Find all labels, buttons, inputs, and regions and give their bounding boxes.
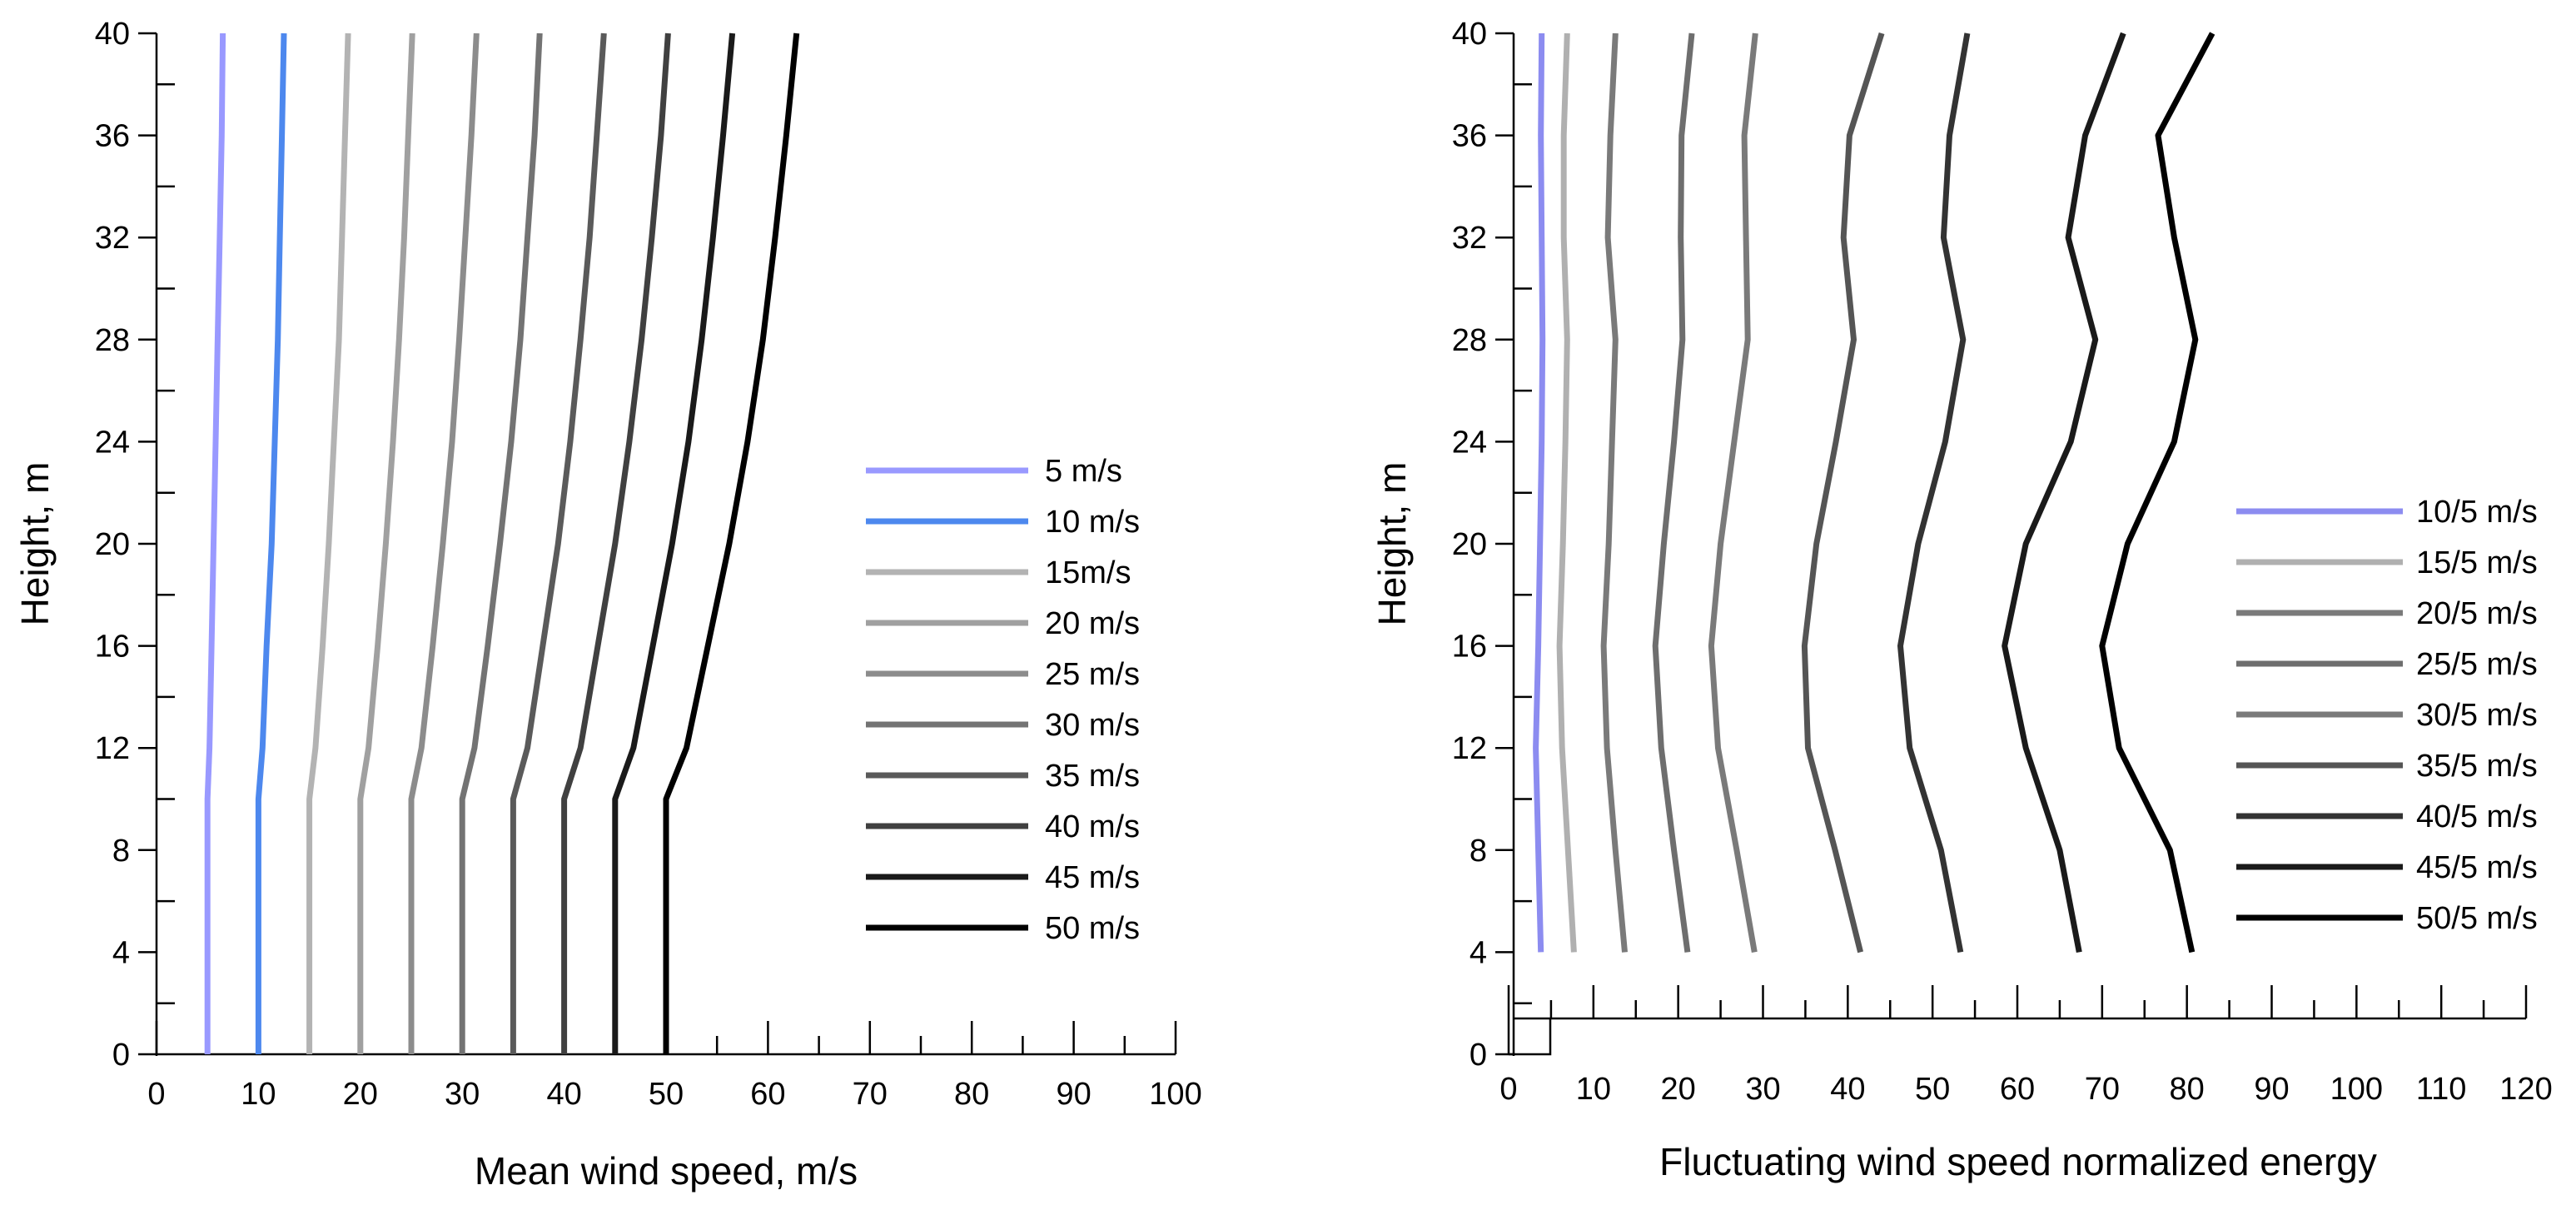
legend-label: 50/5 m/s — [2416, 901, 2538, 936]
legend-label: 35/5 m/s — [2416, 749, 2538, 784]
x-tick-label: 100 — [1149, 1077, 1201, 1112]
x-tick-label: 50 — [649, 1077, 684, 1112]
series-line-2 — [255, 32, 287, 1054]
x-tick-label: 60 — [750, 1077, 785, 1112]
axis-corner-bracket — [1509, 1018, 1552, 1056]
x-tick-label: 40 — [546, 1077, 581, 1112]
series-line-5 — [408, 32, 480, 1054]
series-line-3 — [306, 32, 351, 1054]
series-line-1 — [204, 32, 226, 1054]
legend-label: 20 m/s — [1045, 606, 1140, 641]
y-tick-label: 24 — [95, 425, 130, 460]
y-tick-label: 12 — [1452, 731, 1487, 766]
series-line-9 — [2099, 32, 2215, 954]
y-tick-label: 28 — [95, 323, 130, 358]
series-line-4 — [1652, 32, 1695, 953]
y-tick-label: 4 — [1470, 935, 1487, 970]
left-chart-mean-wind-speed: 0 4 8 12 16 20 24 28 32 36 40 0 10 20 30 40 50 60 70 80 90 10… — [13, 17, 1202, 1193]
legend-label: 35 m/s — [1045, 759, 1140, 794]
legend-label: 25 m/s — [1045, 657, 1140, 692]
y-tick-label: 32 — [1452, 221, 1487, 256]
legend-label: 10/5 m/s — [2416, 495, 2538, 530]
y-tick-label: 0 — [1470, 1038, 1487, 1073]
series-line-7 — [1897, 32, 1971, 954]
x-tick-label: 30 — [1745, 1072, 1780, 1107]
x-tick-label: 50 — [1915, 1072, 1950, 1107]
y-tick-label: 36 — [95, 119, 130, 154]
y-tick-label: 40 — [95, 17, 130, 52]
series-line-8 — [2002, 32, 2126, 954]
y-tick-label: 20 — [95, 527, 130, 562]
y-tick-label: 32 — [95, 221, 130, 256]
series-line-1 — [1533, 32, 1546, 953]
x-tick-label: 80 — [954, 1077, 989, 1112]
x-tick-label: 20 — [343, 1077, 378, 1112]
series-line-7 — [510, 32, 607, 1054]
legend-label: 15m/s — [1045, 555, 1131, 590]
legend-label: 40 m/s — [1045, 809, 1140, 844]
legend-label: 30 m/s — [1045, 708, 1140, 743]
series-line-6 — [459, 32, 543, 1054]
x-tick-label: 90 — [2254, 1072, 2289, 1107]
y-tick-label: 24 — [1452, 425, 1487, 460]
x-tick-label: 30 — [445, 1077, 480, 1112]
series-line-9 — [612, 32, 736, 1054]
y-tick-label: 4 — [112, 935, 130, 970]
x-tick-label: 10 — [241, 1077, 276, 1112]
y-tick-label: 20 — [1452, 527, 1487, 562]
series-line-6 — [1801, 32, 1885, 954]
y-tick-label: 16 — [1452, 630, 1487, 665]
legend-label: 25/5 m/s — [2416, 647, 2538, 682]
x-axis-title: Mean wind speed, m/s — [475, 1149, 858, 1193]
x-tick-label: 70 — [853, 1077, 888, 1112]
series-line-5 — [1708, 32, 1758, 954]
y-tick-label: 12 — [95, 731, 130, 766]
x-tick-label: 60 — [2000, 1072, 2035, 1107]
legend-label: 30/5 m/s — [2416, 698, 2538, 733]
x-tick-label: 20 — [1661, 1072, 1696, 1107]
y-axis-title: Height, m — [13, 462, 57, 626]
x-tick-label: 120 — [2499, 1072, 2552, 1107]
x-tick-label: 90 — [1056, 1077, 1091, 1112]
x-tick-label: 110 — [2416, 1072, 2467, 1107]
legend-label: 15/5 m/s — [2416, 545, 2538, 580]
y-tick-label: 16 — [95, 630, 130, 665]
x-tick-label: 100 — [2330, 1072, 2383, 1107]
x-tick-label: 10 — [1576, 1072, 1611, 1107]
x-axis-title: Fluctuating wind speed normalized energy — [1659, 1140, 2377, 1183]
x-tick-label: 0 — [147, 1077, 165, 1112]
series-line-2 — [1556, 32, 1577, 953]
y-tick-label: 8 — [112, 834, 130, 869]
y-tick-label: 0 — [112, 1038, 130, 1073]
series-line-8 — [561, 32, 671, 1054]
x-tick-label: 40 — [1830, 1072, 1865, 1107]
y-tick-label: 8 — [1470, 834, 1487, 869]
series-line-4 — [357, 32, 415, 1054]
x-tick-label: 70 — [2085, 1072, 2120, 1107]
y-tick-label: 40 — [1452, 17, 1487, 52]
legend-label: 10 m/s — [1045, 505, 1140, 540]
legend-label: 50 m/s — [1045, 911, 1140, 946]
legend-label: 45 m/s — [1045, 860, 1140, 895]
y-tick-label: 36 — [1452, 119, 1487, 154]
x-tick-label: 80 — [2170, 1072, 2205, 1107]
series-line-10 — [663, 32, 800, 1054]
legend-label: 5 m/s — [1045, 454, 1122, 489]
right-chart-fluctuating-energy: 0 4 8 12 16 20 24 28 32 36 40 0 10 20 30 40 50 60 70 80 90 10… — [1370, 17, 2553, 1183]
x-tick-label: 0 — [1499, 1072, 1517, 1107]
legend-label: 45/5 m/s — [2416, 850, 2538, 885]
series-line-3 — [1600, 32, 1628, 953]
y-axis-title: Height, m — [1370, 462, 1414, 626]
legend-label: 40/5 m/s — [2416, 799, 2538, 834]
legend-label: 20/5 m/s — [2416, 596, 2538, 631]
y-tick-label: 28 — [1452, 323, 1487, 358]
